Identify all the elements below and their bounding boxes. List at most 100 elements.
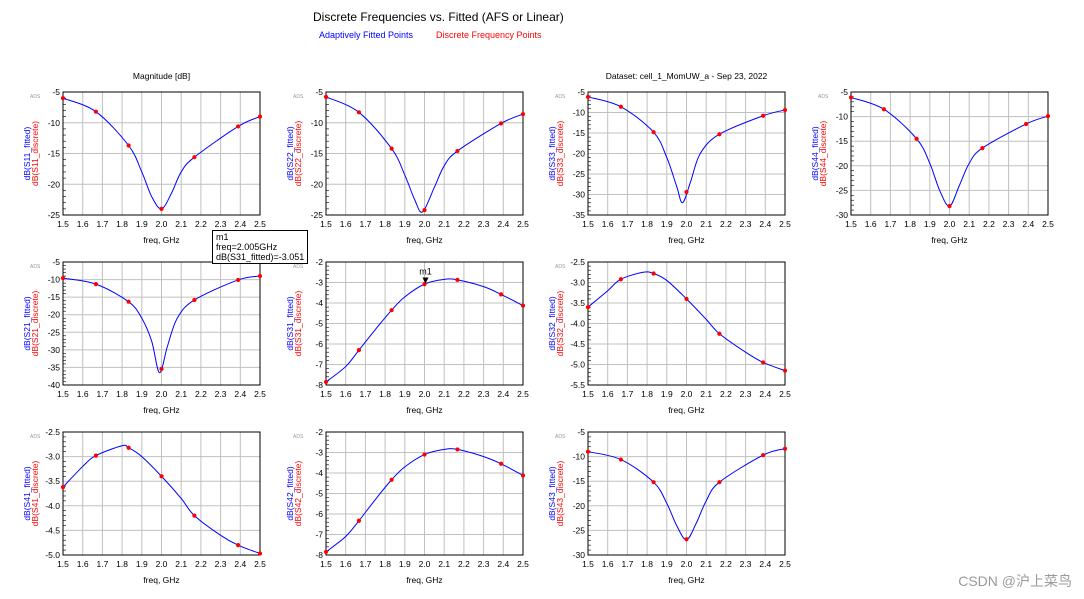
discrete-point: [881, 107, 886, 112]
x-tick-label: 1.5: [320, 389, 332, 399]
x-tick-label: 1.9: [924, 219, 936, 229]
y-tick-label: -10: [48, 118, 61, 128]
x-tick-label: 1.8: [641, 389, 653, 399]
x-tick-label: 1.6: [77, 219, 89, 229]
y-axis-label-fitted: dB(S33_fitted): [547, 126, 557, 181]
y-axis-label-fitted: dB(S31_fitted): [285, 296, 295, 351]
y-tick-label: -15: [311, 149, 324, 159]
y-tick-label: -10: [573, 452, 586, 462]
y-tick-label: -15: [48, 149, 61, 159]
marker-readout[interactable]: m1 freq=2.005GHz dB(S31_fitted)=-3.051: [212, 230, 309, 264]
y-tick-label: -40: [48, 380, 61, 390]
y-tick-label: -5: [577, 427, 585, 437]
y-tick-label: -20: [48, 310, 61, 320]
plot-frame: [587, 91, 786, 216]
discrete-point: [323, 379, 329, 385]
y-tick-label: -15: [836, 136, 849, 146]
y-axis-label-fitted: dB(S43_fitted): [547, 466, 557, 521]
y-axis-label-discrete: dB(S22_discrete): [293, 120, 303, 186]
y-tick-label: -2.5: [570, 257, 585, 267]
x-tick-label: 2.1: [700, 219, 712, 229]
x-tick-label: 2.0: [419, 389, 431, 399]
y-tick-label: -3: [315, 448, 323, 458]
discrete-point: [257, 273, 263, 279]
x-tick-label: 1.5: [57, 559, 69, 569]
x-tick-label: 1.6: [77, 389, 89, 399]
x-tick-label: 2.2: [458, 559, 470, 569]
discrete-point: [257, 114, 263, 119]
x-tick-label: 2.2: [720, 559, 732, 569]
x-tick-label: 1.6: [340, 219, 352, 229]
y-tick-label: -4.0: [45, 501, 60, 511]
y-axis-label-discrete: dB(S33_discrete): [555, 120, 565, 186]
fitted-curve: [62, 275, 261, 374]
discrete-point: [980, 145, 985, 151]
plot-frame: [587, 261, 786, 386]
y-tick-label: -5.0: [570, 360, 585, 370]
x-tick-label: 1.7: [359, 389, 371, 399]
x-tick-label: 2.4: [234, 389, 246, 399]
plot-frame: [62, 261, 261, 386]
discrete-point: [356, 110, 361, 115]
discrete-point: [761, 360, 766, 365]
y-tick-label: -25: [48, 327, 61, 337]
discrete-point: [499, 292, 504, 297]
x-tick-label: 2.3: [215, 559, 227, 569]
x-tick-label: 2.2: [983, 219, 995, 229]
y-tick-label: -5: [52, 257, 60, 267]
y-tick-label: -4.0: [570, 319, 585, 329]
subplot-title: Magnitude [dB]: [133, 71, 190, 81]
x-tick-label: 2.5: [517, 389, 529, 399]
watermark: CSDN @沪上菜鸟: [958, 573, 1072, 589]
x-axis-label: freq, GHz: [406, 235, 442, 245]
discrete-point: [236, 277, 241, 283]
discrete-point: [782, 107, 788, 113]
y-tick-label: -3: [315, 278, 323, 288]
x-tick-label: 2.0: [156, 559, 168, 569]
x-tick-label: 1.8: [116, 559, 128, 569]
x-tick-label: 2.5: [779, 559, 791, 569]
x-tick-label: 1.7: [96, 389, 108, 399]
marker-triangle-icon: [422, 277, 429, 284]
y-tick-label: -6: [315, 509, 323, 519]
discrete-point: [159, 206, 164, 211]
x-tick-label: 1.7: [621, 559, 633, 569]
x-axis-label: freq, GHz: [931, 235, 967, 245]
x-tick-label: 2.5: [254, 219, 266, 229]
subplot-s11: 1.5 1.6 1.7 1.8 1.9 2.0 2.1 2.2 2.3 2.4 2.5 -25 -20 -…: [22, 71, 266, 245]
x-axis-label: freq, GHz: [143, 405, 179, 415]
plot-frame: [325, 431, 524, 556]
x-tick-label: 2.4: [759, 219, 771, 229]
x-tick-label: 2.4: [759, 559, 771, 569]
x-tick-label: 2.3: [740, 389, 752, 399]
x-tick-label: 2.3: [215, 389, 227, 399]
discrete-point: [782, 368, 788, 373]
ads-badge: ADS: [555, 434, 566, 440]
discrete-point: [236, 124, 241, 129]
x-tick-label: 1.6: [602, 219, 614, 229]
y-axis-label-fitted: dB(S11_fitted): [22, 126, 32, 180]
y-tick-label: -20: [48, 179, 61, 189]
y-tick-label: -2: [315, 427, 323, 437]
ads-badge: ADS: [293, 434, 304, 440]
x-tick-label: 1.8: [116, 219, 128, 229]
y-tick-label: -4: [315, 468, 323, 478]
discrete-point: [585, 305, 591, 310]
x-axis-label: freq, GHz: [668, 235, 704, 245]
y-tick-label: -20: [836, 161, 849, 171]
x-tick-label: 1.7: [359, 219, 371, 229]
x-tick-label: 1.5: [582, 559, 594, 569]
x-tick-label: 2.3: [478, 559, 490, 569]
x-tick-label: 2.2: [458, 389, 470, 399]
x-tick-label: 1.7: [96, 219, 108, 229]
x-tick-label: 1.5: [845, 219, 857, 229]
plot-frame: [325, 91, 524, 216]
discrete-point: [1045, 114, 1051, 119]
x-tick-label: 2.1: [438, 559, 450, 569]
subplot-s33: 1.5 1.6 1.7 1.8 1.9 2.0 2.1 2.2 2.3 2.4 2.5 -35 -30 -…: [547, 71, 791, 245]
x-tick-label: 1.6: [77, 559, 89, 569]
marker-name: m1: [216, 232, 229, 242]
discrete-point: [422, 452, 427, 457]
x-tick-label: 2.3: [740, 559, 752, 569]
plot-frame: [62, 431, 261, 556]
